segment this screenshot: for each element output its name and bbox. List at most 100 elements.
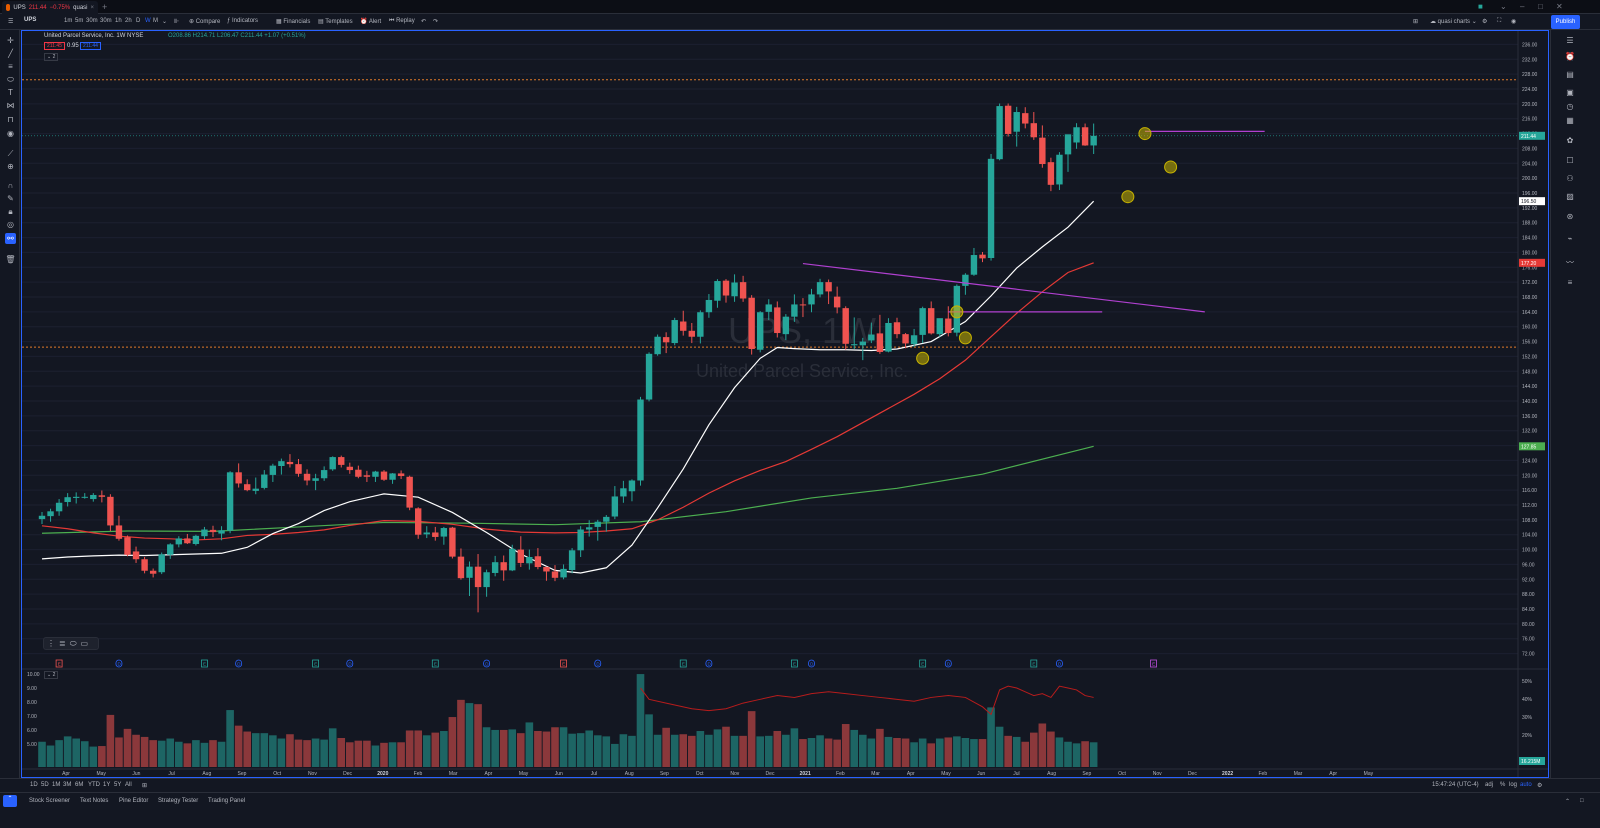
zoom-in-icon[interactable]: ⊕ <box>7 162 14 171</box>
chats-icon[interactable]: ☐ <box>1566 156 1574 165</box>
maximize-panel-icon[interactable]: □ <box>1580 798 1584 804</box>
range-5y[interactable]: 5Y <box>114 782 122 788</box>
network-icon[interactable]: ⊛ <box>1566 212 1574 221</box>
templates-button[interactable]: ▤ Templates <box>318 19 353 25</box>
account-icon[interactable]: ■ <box>1478 2 1483 11</box>
range-1m[interactable]: 1M <box>52 782 61 788</box>
interval-1h[interactable]: 1h <box>115 18 122 24</box>
camera-icon[interactable]: ◉ <box>1511 19 1517 25</box>
text-tool-icon[interactable]: T <box>8 88 13 97</box>
close-window-icon[interactable]: ✕ <box>1556 2 1563 11</box>
financials-button[interactable]: ▦ Financials <box>276 19 311 25</box>
adj-toggle[interactable]: adj <box>1485 782 1494 788</box>
clock-text[interactable]: 15:47:24 (UTC-4) <box>1432 782 1479 788</box>
calendar-icon[interactable]: ◷ <box>1566 102 1574 111</box>
lock-drawing-icon[interactable]: ✎ <box>7 194 14 203</box>
panel-stock-screener[interactable]: Stock Screener <box>29 798 71 804</box>
interval-w[interactable]: W <box>145 18 151 24</box>
pulse-icon[interactable]: ⌁ <box>1567 234 1573 243</box>
symbol-search[interactable]: UPS <box>24 17 37 23</box>
sync-drawings-icon[interactable]: ⚯ <box>5 233 16 244</box>
watchlist-icon[interactable]: ☰ <box>1566 36 1574 45</box>
chart-pane[interactable]: UPS, 1W United Parcel Service, Inc. 236.00… <box>21 30 1549 778</box>
redo-icon[interactable]: ↷ <box>433 19 439 25</box>
range-6m[interactable]: 6M <box>75 782 84 788</box>
panel-pine-editor[interactable]: Pine Editor <box>119 798 149 804</box>
price-tick-label: 156.00 <box>1522 340 1538 346</box>
trend-icon[interactable]: 〰 <box>1566 258 1574 267</box>
legend-collapse-button[interactable]: ⌄ 2 <box>44 53 59 61</box>
auto-toggle[interactable]: auto <box>1520 782 1532 788</box>
hide-drawings-icon[interactable]: ◎ <box>7 220 14 229</box>
replay-button[interactable]: ⏮ Replay <box>389 18 415 24</box>
magnet-icon[interactable]: ∩ <box>7 181 14 190</box>
interval-1m[interactable]: 1m <box>64 18 73 24</box>
menu-icon[interactable]: ☰ <box>8 19 14 25</box>
measure-tool-icon[interactable]: ⊓ <box>7 115 14 124</box>
panel-strategy-tester[interactable]: Strategy Tester <box>158 798 199 804</box>
interval-2h[interactable]: 2h <box>125 18 132 24</box>
interval-m[interactable]: M <box>153 18 158 24</box>
data-window-icon[interactable]: ▤ <box>1566 70 1574 79</box>
sell-button[interactable]: 211.45 <box>44 42 65 50</box>
interval-30m-a[interactable]: 30m <box>86 18 98 24</box>
volume-legend-collapse-button[interactable]: ⌄ 2 <box>44 671 59 679</box>
drag-handle-icon[interactable]: ⋮ <box>47 639 55 648</box>
compare-button[interactable]: ⊕ Compare <box>189 19 221 25</box>
streams-icon[interactable]: ⚇ <box>1566 174 1574 183</box>
fib-tool-icon[interactable]: ≡ <box>8 62 13 71</box>
range-ytd[interactable]: YTD <box>88 782 100 788</box>
news-icon[interactable]: ▦ <box>1566 116 1574 125</box>
lock-icon[interactable]: 🔒︎ <box>8 207 13 216</box>
hotlist-icon[interactable]: ▣ <box>1566 88 1574 97</box>
crosshair-icon[interactable]: ✛ <box>7 36 14 45</box>
ellipse-icon[interactable]: ⬭ <box>69 638 77 648</box>
pattern-tool-icon[interactable]: ⬭ <box>7 75 14 84</box>
candles-type-icon[interactable]: ⊪ <box>174 19 180 25</box>
new-tab-icon[interactable]: + <box>102 2 108 12</box>
notifications-icon[interactable]: ▨ <box>1566 192 1574 201</box>
buy-button[interactable]: 211.44 <box>80 42 101 50</box>
settings-gear-icon[interactable]: ⚙ <box>1482 19 1488 25</box>
panel-text-notes[interactable]: Text Notes <box>80 798 109 804</box>
dom-icon[interactable]: ≡ <box>1567 278 1573 287</box>
alerts-clock-icon[interactable]: ⏰ <box>1565 52 1575 61</box>
close-tab-icon[interactable]: × <box>90 4 94 11</box>
minimize-icon[interactable]: – <box>1520 2 1525 11</box>
maximize-icon[interactable]: □ <box>1538 2 1543 11</box>
ruler-icon[interactable]: ⟋ <box>7 149 14 158</box>
pattern-xabcd-icon[interactable]: ⋈ <box>6 101 15 110</box>
chevron-down-icon[interactable]: ⌄ <box>1500 2 1507 11</box>
ideas-icon[interactable]: ✿ <box>1566 136 1574 145</box>
text-note-icon[interactable]: ≣ <box>59 639 66 648</box>
range-5d[interactable]: 5D <box>41 782 49 788</box>
undo-icon[interactable]: ↶ <box>421 19 427 25</box>
chevron-up-icon[interactable]: ⌃ <box>1565 799 1571 805</box>
chart-tab[interactable]: UPS 211.44 −0.75% quasi × <box>2 1 98 14</box>
range-all[interactable]: All <box>125 782 132 788</box>
fullscreen-icon[interactable]: ⛶ <box>1497 18 1502 24</box>
range-1y[interactable]: 1Y <box>103 782 111 788</box>
trash-icon[interactable]: 🗑︎ <box>5 255 16 264</box>
percent-toggle[interactable]: % <box>1500 782 1506 788</box>
cloud-icon[interactable]: ☁ quasi charts ⌄ <box>1430 19 1477 25</box>
goto-date-icon[interactable]: ⊞ <box>142 783 148 789</box>
range-3m[interactable]: 3M <box>63 782 72 788</box>
chart-settings-icon[interactable]: ⚙ <box>1537 783 1543 789</box>
publish-button[interactable]: Publish <box>1551 15 1580 29</box>
alert-button[interactable]: ⏰ Alert <box>360 19 382 25</box>
interval-5m[interactable]: 5m <box>75 18 84 24</box>
eye-icon[interactable]: ◉ <box>7 129 14 138</box>
trendline-tool-icon[interactable]: ╱ <box>8 49 13 58</box>
indicators-button[interactable]: ƒ Indicators <box>227 18 259 24</box>
panel-toggle-icon[interactable]: ⌃ <box>3 795 17 807</box>
log-toggle[interactable]: log <box>1509 782 1518 788</box>
rectangle-icon[interactable]: ▭ <box>80 639 89 648</box>
chevron-down-icon[interactable]: ⌄ <box>162 19 168 25</box>
range-1d[interactable]: 1D <box>30 782 38 788</box>
interval-30m-b[interactable]: 30m <box>100 18 112 24</box>
interval-d[interactable]: D <box>136 18 141 24</box>
layout-grid-icon[interactable]: ⊞ <box>1413 19 1419 25</box>
panel-trading-panel[interactable]: Trading Panel <box>208 798 246 804</box>
